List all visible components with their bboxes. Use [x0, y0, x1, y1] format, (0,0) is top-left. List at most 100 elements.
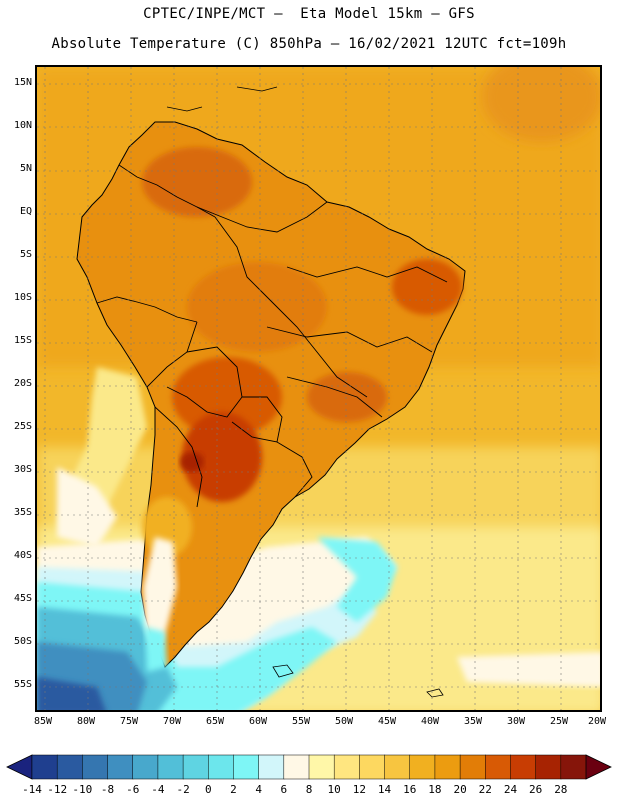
- colorbar-label: 4: [255, 783, 262, 796]
- lon-label-55w: 55W: [291, 716, 311, 727]
- brazil-internal-border: [214, 216, 368, 398]
- colorbar-swatch: [56, 754, 83, 780]
- chaco-hot-area: [172, 357, 282, 437]
- colorbar-label: -8: [100, 783, 115, 796]
- colorbar-label: -4: [151, 783, 165, 796]
- lat-label-15n: 15N: [13, 77, 32, 88]
- falkland-islands: [272, 664, 294, 678]
- south-georgia-island: [426, 688, 444, 698]
- atlantic-cold-swirl: [317, 537, 397, 622]
- colorbar-label: 24: [503, 783, 518, 796]
- brazil-state-border-central: [266, 326, 433, 353]
- lat-label-5n: 5N: [19, 163, 32, 174]
- caribbean-coast: [166, 106, 203, 112]
- colorbar-label: 6: [280, 783, 288, 796]
- colorbar-swatch: [510, 754, 537, 780]
- lat-label-20s: 20S: [13, 378, 32, 389]
- polar-air-mass: [37, 677, 106, 710]
- map-frame: [35, 65, 602, 712]
- colorbar-label: 14: [377, 783, 392, 796]
- northeast-brazil-hot-area: [392, 259, 462, 315]
- colorbar-swatch: [182, 754, 209, 780]
- colorbar-swatch: [132, 754, 159, 780]
- central-brazil-warm-area: [187, 262, 327, 352]
- peru-border: [96, 296, 198, 323]
- lon-label-45w: 45W: [377, 716, 397, 727]
- colorbar-label: -2: [176, 783, 190, 796]
- colorbar-swatch: [157, 754, 184, 780]
- lon-label-85w: 85W: [33, 716, 53, 727]
- lon-label-70w: 70W: [162, 716, 182, 727]
- bolivia-peru-border: [146, 321, 198, 388]
- colorbar-label: -14: [22, 783, 42, 796]
- guianas-border: [196, 201, 328, 233]
- brazil-state-border-north: [286, 266, 448, 283]
- colorbar-swatch: [107, 754, 134, 780]
- lat-label-50s: 50S: [13, 636, 32, 647]
- southern-andes-cool: [143, 537, 177, 657]
- colorbar-label: 18: [428, 783, 442, 796]
- colorbar-swatch: [308, 754, 335, 780]
- colorbar-swatch: [208, 754, 235, 780]
- pacific-cool-patch: [57, 467, 117, 547]
- colorbar-label: -12: [47, 783, 68, 796]
- colorbar-swatch: [535, 754, 562, 780]
- colorbar-swatch: [384, 754, 411, 780]
- map-title-line-1: CPTEC/INPE/MCT – Eta Model 15km – GFS: [143, 6, 475, 22]
- colorbar-label: 12: [352, 783, 366, 796]
- lat-label-25s: 25S: [13, 421, 32, 432]
- colorbar-swatch: [333, 754, 360, 780]
- colorbar-label: 20: [453, 783, 467, 796]
- northern-andes-hot-area: [142, 147, 252, 217]
- lat-label-10s: 10S: [13, 292, 32, 303]
- lon-label-25w: 25W: [549, 716, 569, 727]
- colorbar-label: 16: [403, 783, 417, 796]
- map-title-line-2: Absolute Temperature (C) 850hPa – 16/02/…: [51, 36, 567, 52]
- lon-label-30w: 30W: [506, 716, 526, 727]
- brazil-state-border-south: [286, 376, 383, 418]
- tierra-del-fuego-cold: [145, 627, 167, 672]
- lat-label-10n: 10N: [13, 120, 32, 131]
- colorbar-label: 22: [478, 783, 492, 796]
- lon-label-75w: 75W: [119, 716, 139, 727]
- colorbar-low-arrow: [6, 754, 33, 780]
- lat-label-15s: 15S: [13, 335, 32, 346]
- colorbar-label: 26: [529, 783, 543, 796]
- colorbar-label: -6: [126, 783, 140, 796]
- lon-label-35w: 35W: [463, 716, 483, 727]
- lat-label-5s: 5S: [19, 249, 32, 260]
- lon-label-50w: 50W: [334, 716, 354, 727]
- southeast-cool-patch: [457, 652, 600, 687]
- colorbar-label: 28: [554, 783, 568, 796]
- bolivia-border: [166, 346, 243, 418]
- lat-label-55s: 55S: [13, 679, 32, 690]
- lat-label-40s: 40S: [13, 550, 32, 561]
- colorbar-swatch: [258, 754, 285, 780]
- temperature-colorbar: [6, 754, 612, 780]
- colorbar-swatch: [283, 754, 310, 780]
- lon-label-40w: 40W: [420, 716, 440, 727]
- lat-label-35s: 35S: [13, 507, 32, 518]
- colorbar-swatch: [82, 754, 109, 780]
- caribbean-islands: [236, 86, 278, 92]
- colorbar-swatch: [359, 754, 386, 780]
- colorbar-swatch: [409, 754, 436, 780]
- caribbean-warm-area: [482, 67, 600, 142]
- southeast-brazil-hot-area: [307, 372, 387, 422]
- lat-label-45s: 45S: [13, 593, 32, 604]
- colorbar-label: 2: [230, 783, 237, 796]
- hottest-core: [180, 452, 204, 472]
- colorbar-label: -10: [72, 783, 93, 796]
- colorbar-label: 10: [327, 783, 341, 796]
- paraguay-border: [231, 396, 283, 443]
- lat-label-30s: 30S: [13, 464, 32, 475]
- colorbar-label: 0: [204, 783, 212, 796]
- colorbar-swatch: [434, 754, 461, 780]
- country-borders: [96, 164, 448, 508]
- lon-label-60w: 60W: [248, 716, 268, 727]
- colorbar-label: 8: [305, 783, 313, 796]
- lon-label-20w: 20W: [587, 716, 607, 727]
- uruguay-border: [276, 441, 313, 498]
- lat-label-eq: EQ: [19, 206, 32, 217]
- colorbar-swatch: [560, 754, 587, 780]
